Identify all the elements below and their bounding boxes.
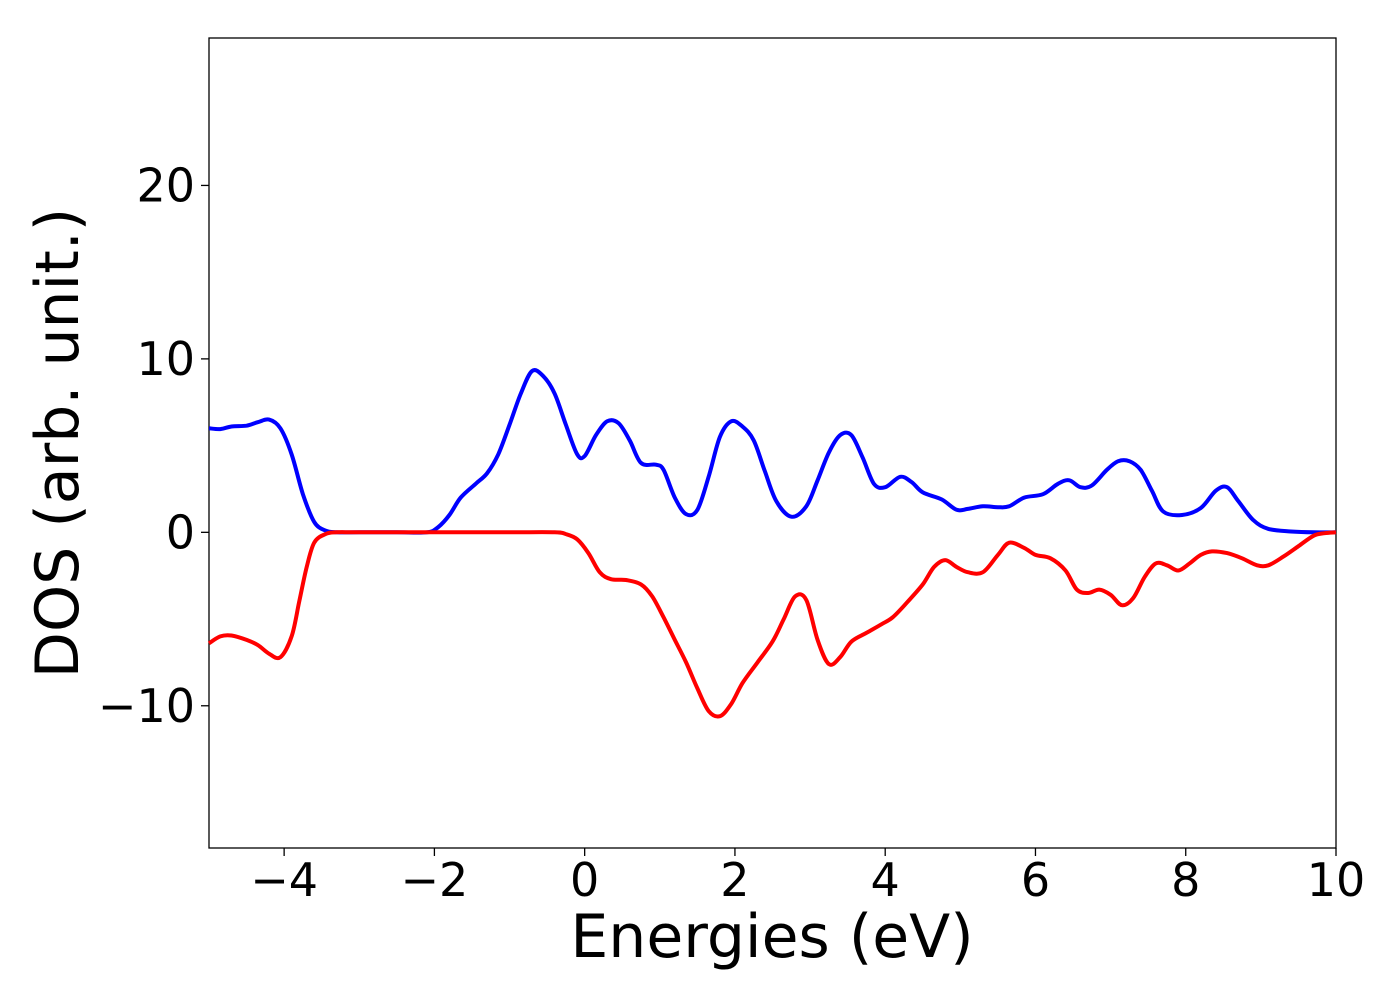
x-axis-label: Energies (eV): [570, 902, 973, 972]
x-tick-label: 0: [570, 853, 599, 907]
y-axis-label: DOS (arb. unit.): [23, 208, 93, 678]
y-tick-label: 10: [136, 332, 195, 386]
y-tick-label: −10: [98, 679, 195, 733]
y-tick-label: 0: [166, 505, 195, 559]
x-tick-label: 2: [720, 853, 749, 907]
x-axis: −4 −2 0 2 4 6 8 10: [250, 848, 1365, 907]
x-tick-label: 6: [1021, 853, 1050, 907]
y-axis: −10 0 10 20: [98, 158, 209, 733]
x-tick-label: −4: [250, 853, 318, 907]
x-tick-label: 8: [1171, 853, 1200, 907]
series-layer: [207, 368, 1337, 719]
y-tick-label: 20: [136, 158, 195, 212]
plot-area: [208, 37, 1337, 849]
series-line-2: [207, 530, 1337, 719]
x-tick-label: 4: [871, 853, 900, 907]
x-tick-label: 10: [1307, 853, 1366, 907]
x-tick-label: −2: [400, 853, 468, 907]
